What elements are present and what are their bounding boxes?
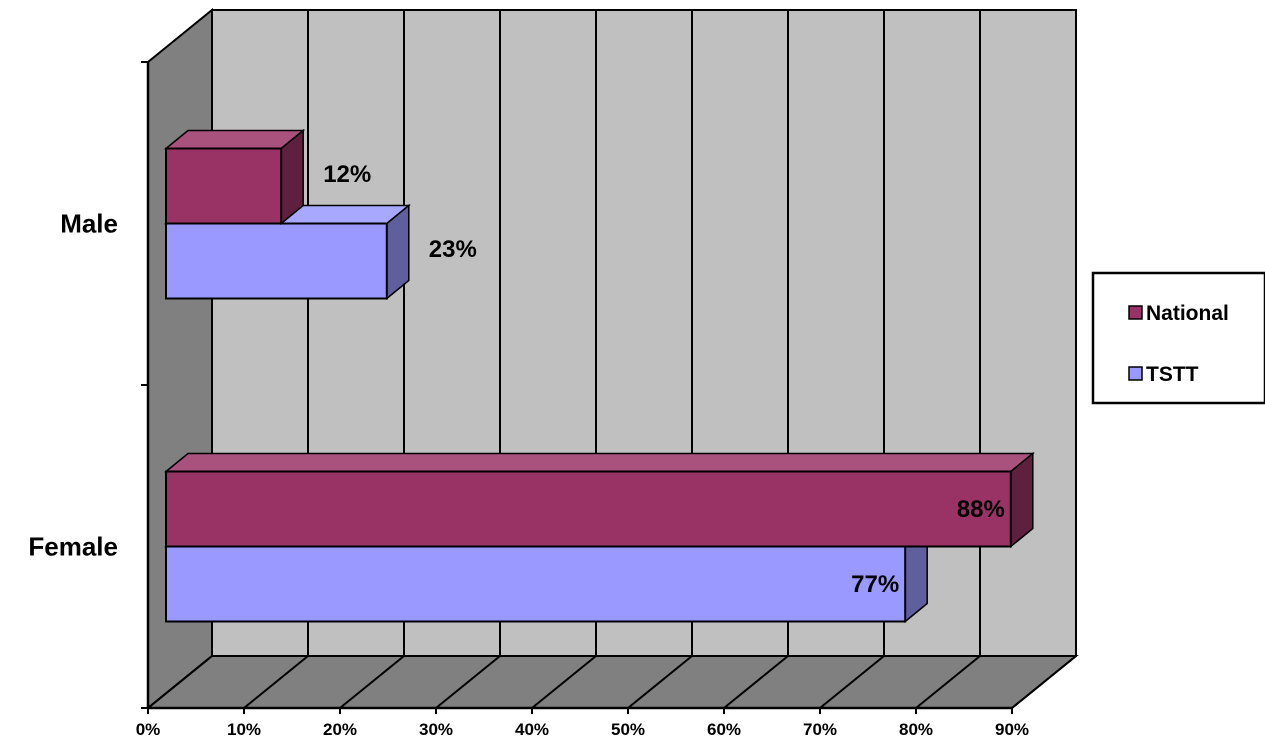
floor-gridline [915,655,981,709]
legend: National TSTT [1091,271,1265,405]
floor-gridline [1011,655,1077,709]
floor-gridline [531,655,597,709]
floor-gridline [243,655,309,709]
data-label: 77% [851,571,899,598]
legend-label: National [1146,302,1229,325]
x-tick-label: 60% [707,720,741,739]
x-tick-label: 90% [995,720,1029,739]
bar-front-face [165,222,388,300]
bar-top-face [163,452,1035,473]
x-tick-label: 0% [136,720,161,739]
data-label: 12% [323,161,371,188]
floor-gridline [339,655,405,709]
bar-male-national [163,128,306,226]
data-label: 88% [957,496,1005,523]
bar-front-face [165,545,907,623]
floor-gridline [627,655,693,709]
bar-front-face [165,147,283,225]
legend-label: TSTT [1146,363,1199,386]
bar-female-national [163,451,1035,549]
x-tick-label: 80% [899,720,933,739]
data-label: 23% [429,236,477,263]
floor-gridline [435,655,501,709]
bars [163,128,1035,624]
floor-gridline [723,655,789,709]
x-tick-label: 10% [227,720,261,739]
floor-gridline [819,655,885,709]
bar-top-face [163,129,306,150]
axes [141,61,1013,714]
floor [145,655,1079,709]
legend-swatch [1128,305,1143,320]
x-tick-label: 40% [515,720,549,739]
bar-front-face [165,470,1012,548]
category-label: Male [60,209,118,239]
category-label: Female [28,532,118,562]
legend-box [1091,271,1265,405]
x-tick-label: 20% [323,720,357,739]
x-tick-label: 30% [419,720,453,739]
floor-gridline [147,655,213,709]
x-tick-label: 50% [611,720,645,739]
legend-swatch [1128,366,1143,381]
labels: 0% 10% 20% 30% 40% 50% 60% 70% 80% 90% Male 12% 23% F… [28,161,1029,739]
x-tick-label: 70% [803,720,837,739]
